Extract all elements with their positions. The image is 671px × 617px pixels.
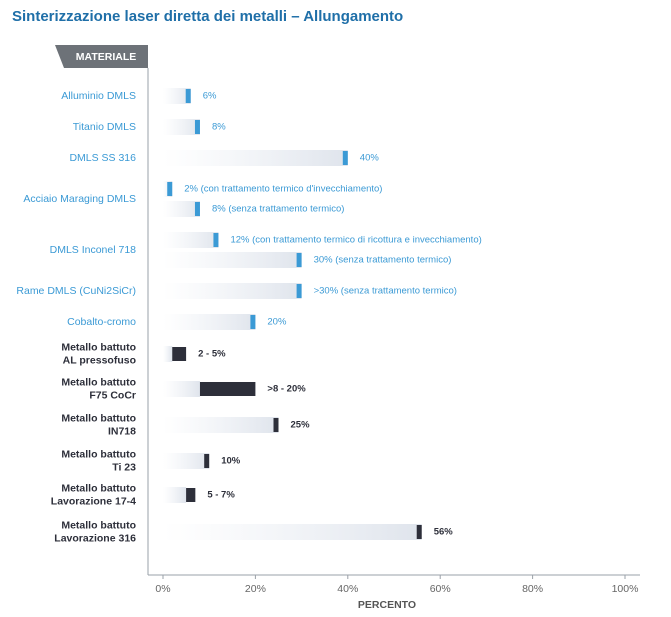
bar-trail (163, 119, 200, 135)
bar-trail (163, 201, 200, 217)
bar-marker (185, 89, 191, 103)
category-label: Metallo battuto (61, 519, 136, 531)
category-label: Metallo battuto (61, 341, 136, 353)
category-label: Lavorazione 316 (54, 532, 136, 544)
category-label: Cobalto-cromo (67, 316, 136, 328)
category-label: F75 CoCr (89, 389, 136, 401)
bar-trail (163, 232, 219, 248)
bar-marker (273, 418, 279, 432)
category-label: Metallo battuto (61, 376, 136, 388)
bar-marker (296, 253, 302, 267)
bar-trail (163, 524, 422, 540)
category-label: Titanio DMLS (73, 121, 136, 133)
bar-marker (342, 151, 348, 165)
category-label: DMLS SS 316 (69, 152, 136, 164)
category-label: DMLS Inconel 718 (50, 244, 137, 256)
bar-trail (163, 150, 348, 166)
category-label: Metallo battuto (61, 448, 136, 460)
value-label: 8% (senza trattamento termico) (212, 204, 345, 215)
bar-trail (163, 453, 210, 469)
value-label: 10% (221, 456, 241, 467)
x-tick-label: 100% (612, 583, 639, 595)
bar-marker (167, 182, 173, 196)
value-label: 5 - 7% (207, 490, 235, 501)
category-label: IN718 (108, 425, 136, 437)
category-label: Ti 23 (112, 461, 136, 473)
x-tick-label: 60% (430, 583, 451, 595)
bar-marker (194, 202, 200, 216)
category-header: MATERIALE (76, 51, 136, 63)
x-axis-title: PERCENTO (358, 599, 416, 611)
value-label: 6% (203, 91, 217, 102)
value-label: 56% (434, 527, 454, 538)
bar-trail (163, 381, 200, 397)
chart-title: Sinterizzazione laser diretta dei metall… (12, 8, 403, 25)
range-bar (186, 488, 196, 502)
bar-trail (163, 417, 279, 433)
bar-marker (250, 315, 256, 329)
range-bar (172, 347, 187, 361)
bar-marker (194, 120, 200, 134)
value-label: 25% (291, 420, 311, 431)
bar-marker (213, 233, 219, 247)
value-label: 40% (360, 153, 380, 164)
x-tick-label: 40% (337, 583, 358, 595)
bar-trail (163, 487, 187, 503)
category-label: Metallo battuto (61, 412, 136, 424)
bar-trail (163, 346, 173, 362)
category-label: Lavorazione 17-4 (51, 495, 136, 507)
bar-marker (416, 525, 422, 539)
value-label: 20% (267, 317, 287, 328)
bar-marker (296, 284, 302, 298)
range-bar (199, 382, 256, 396)
value-label: 2 - 5% (198, 349, 226, 360)
bar-trail (163, 88, 191, 104)
bar-marker (204, 454, 210, 468)
bar-trail (163, 252, 302, 268)
x-tick-label: 0% (155, 583, 170, 595)
category-label: AL pressofuso (63, 354, 136, 366)
header-tag (55, 45, 148, 68)
value-label: 12% (con trattamento termico di ricottur… (230, 235, 481, 246)
category-label: Rame DMLS (CuNi2SiCr) (16, 285, 136, 297)
category-label: Alluminio DMLS (61, 90, 136, 102)
category-label: Acciaio Maraging DMLS (23, 193, 136, 205)
category-label: Metallo battuto (61, 482, 136, 494)
x-tick-label: 80% (522, 583, 543, 595)
value-label: >30% (senza trattamento termico) (314, 286, 457, 297)
bar-trail (163, 314, 256, 330)
bar-trail (163, 283, 302, 299)
value-label: 8% (212, 122, 226, 133)
value-label: 2% (con trattamento termico d'invecchiam… (184, 184, 382, 195)
value-label: 30% (senza trattamento termico) (314, 255, 452, 266)
x-tick-label: 20% (245, 583, 266, 595)
value-label: >8 - 20% (267, 384, 306, 395)
